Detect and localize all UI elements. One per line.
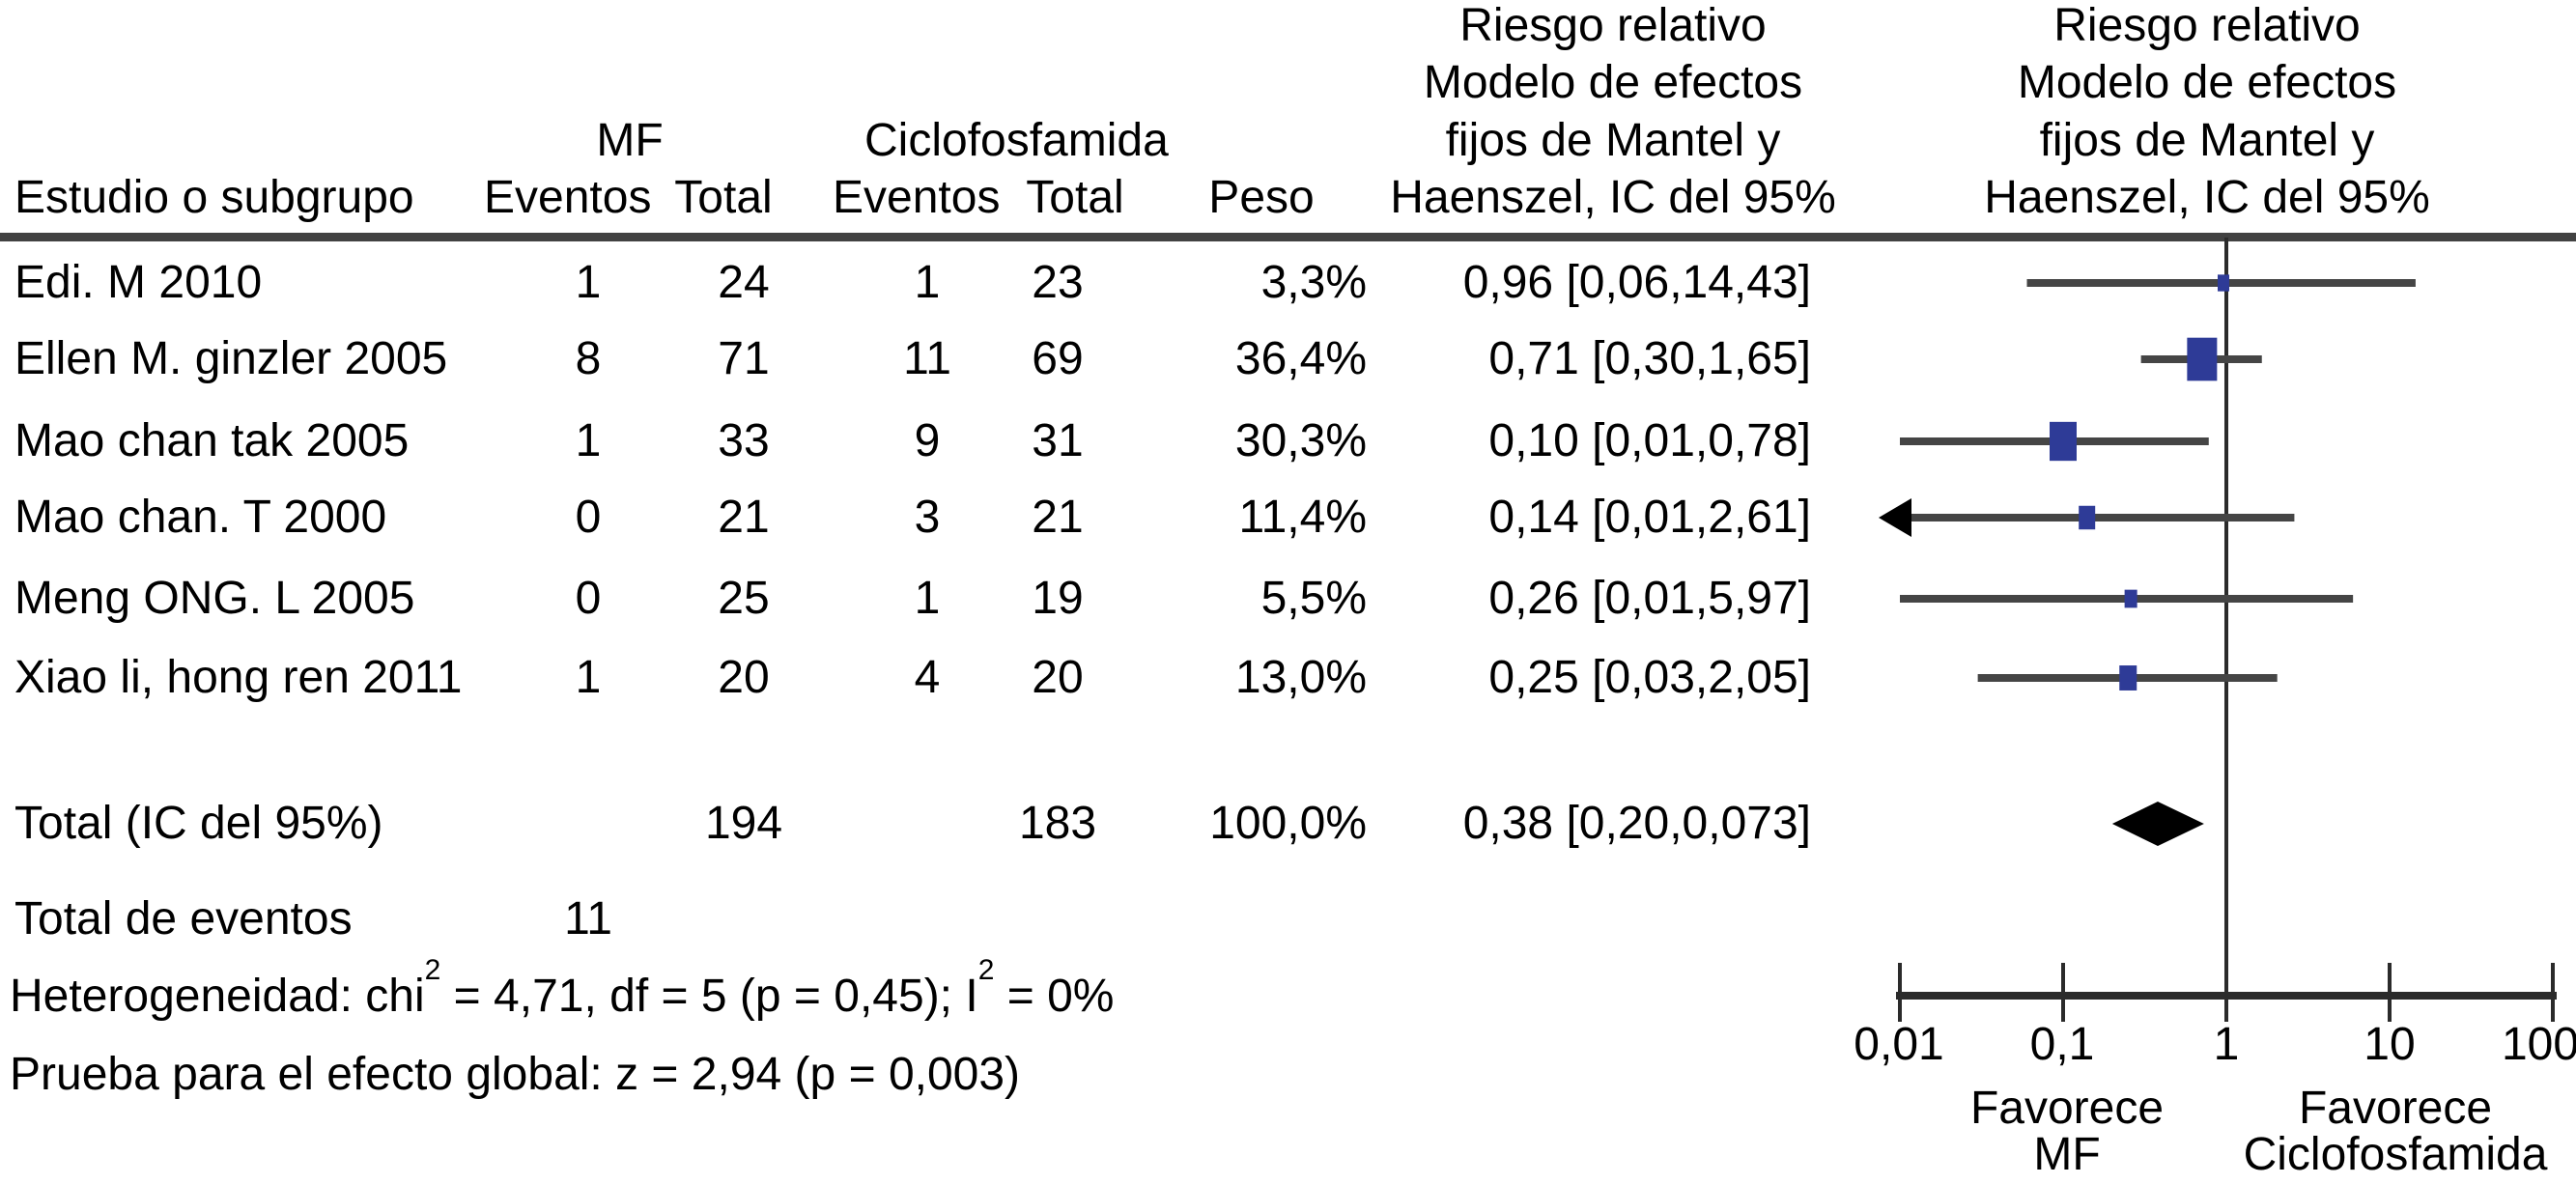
mf-events-header: Eventos [484,172,652,223]
total-weight: 100,0% [1209,798,1367,849]
heterogeneity-post: = 0% [994,971,1115,1022]
heterogeneity-text: Heterogeneidad: chi2 = 4,71, df = 5 (p =… [10,956,1115,1023]
overall-effect-text: Prueba para el efecto global: z = 2,94 (… [10,1049,1021,1100]
effect-marker [2218,274,2230,292]
cyclo-events: 1 [914,257,941,308]
axis-tick [2388,963,2392,1022]
mf-events: 0 [575,492,602,543]
axis-tick [2224,963,2228,1022]
rr-ci-value: 0,25 [0,03,2,05] [1488,652,1811,703]
mf-events: 1 [575,415,602,466]
mf-total: 24 [718,257,770,308]
null-effect-line [2224,238,2228,996]
heterogeneity-pre: Heterogeneidad: chi [10,971,425,1022]
cyclo-total: 19 [1032,573,1084,624]
plot-header-line-4: Haenszel, IC del 95% [1984,172,2430,223]
rr-ci-value: 0,71 [0,30,1,65] [1488,333,1811,384]
effect-marker [2187,337,2218,381]
heterogeneity-sup2: 2 [977,954,995,986]
total-diamond [2111,802,2204,846]
weight-value: 3,3% [1260,257,1367,308]
cyclo-total-header: Total [1026,172,1124,223]
heterogeneity-mid: = 4,71, df = 5 (p = 0,45); I [440,971,978,1022]
favours-left-line1: Favorece [1969,1083,2165,1134]
total-events-value: 11 [564,893,612,944]
ci-arrow-left [1879,498,1911,537]
study-column-header: Estudio o subgrupo [14,172,414,223]
axis-tick-label: 10 [2364,1019,2416,1070]
mf-events: 1 [575,652,602,703]
effect-marker [2079,505,2096,530]
cyclo-total: 21 [1032,492,1084,543]
rr-ci-value: 0,14 [0,01,2,61] [1488,492,1811,543]
weight-value: 11,4% [1238,492,1367,543]
cyclo-total: 31 [1032,415,1084,466]
study-name: Meng ONG. L 2005 [14,573,415,624]
rr-ci-value: 0,96 [0,06,14,43] [1462,257,1811,308]
total-events-label: Total de eventos [14,893,353,944]
axis-tick [2551,963,2555,1022]
favours-right-line2: Ciclofosfamida [2243,1129,2548,1180]
weight-value: 5,5% [1260,573,1367,624]
group1-header: MF [596,115,664,166]
mf-total: 25 [718,573,770,624]
effect-header-line-1: Riesgo relativo [1459,0,1767,51]
total-cyclo-total: 183 [1018,798,1097,849]
plot-header-line-2: Modelo de efectos [2017,57,2397,108]
cyclo-events: 9 [914,415,941,466]
axis-tick-label: 0,01 [1854,1019,1944,1070]
cyclo-total: 20 [1032,652,1084,703]
cyclo-events: 4 [914,652,941,703]
ci-line [1908,514,2295,522]
axis-tick-label: 100 [2501,1019,2576,1070]
cyclo-events-header: Eventos [833,172,1001,223]
study-name: Mao chan. T 2000 [14,492,387,543]
mf-total: 33 [718,415,770,466]
heterogeneity-sup1: 2 [424,954,441,986]
mf-total: 20 [718,652,770,703]
axis-tick [1898,963,1902,1022]
plot-header-line-3: fijos de Mantel y [2039,115,2375,166]
study-name: Ellen M. ginzler 2005 [14,333,448,384]
cyclo-total: 69 [1032,333,1084,384]
cyclo-events: 3 [914,492,941,543]
rr-ci-value: 0,10 [0,01,0,78] [1488,415,1811,466]
mf-events: 0 [575,573,602,624]
mf-events: 8 [575,333,602,384]
mf-total-header: Total [674,172,773,223]
group2-header: Ciclofosfamida [864,115,1169,166]
favours-left-line2: MF [2033,1129,2101,1180]
total-rr-ci: 0,38 [0,20,0,073] [1462,798,1811,849]
effect-header-line-3: fijos de Mantel y [1445,115,1781,166]
total-label: Total (IC del 95%) [14,798,383,849]
weight-value: 13,0% [1234,652,1367,703]
mf-total: 21 [718,492,770,543]
effect-marker [2050,421,2077,462]
effect-header-line-2: Modelo de efectos [1423,57,1803,108]
plot-header-line-1: Riesgo relativo [2053,0,2361,51]
effect-marker [2119,665,2137,691]
study-name: Xiao li, hong ren 2011 [14,652,463,703]
cyclo-total: 23 [1032,257,1084,308]
weight-column-header: Peso [1208,172,1315,223]
weight-value: 30,3% [1234,415,1367,466]
effect-marker [2124,589,2137,608]
rr-ci-value: 0,26 [0,01,5,97] [1488,573,1811,624]
mf-events: 1 [575,257,602,308]
cyclo-events: 11 [903,333,951,384]
total-mf-total: 194 [704,798,783,849]
effect-header-line-4: Haenszel, IC del 95% [1390,172,1836,223]
header-separator-line [0,233,2576,241]
mf-total: 71 [718,333,770,384]
axis-tick-label: 0,1 [2029,1019,2095,1070]
weight-value: 36,4% [1234,333,1367,384]
favours-right-line1: Favorece [2298,1083,2493,1134]
study-name: Mao chan tak 2005 [14,415,410,466]
axis-tick-label: 1 [2213,1019,2240,1070]
study-name: Edi. M 2010 [14,257,263,308]
cyclo-events: 1 [914,573,941,624]
axis-tick [2061,963,2065,1022]
